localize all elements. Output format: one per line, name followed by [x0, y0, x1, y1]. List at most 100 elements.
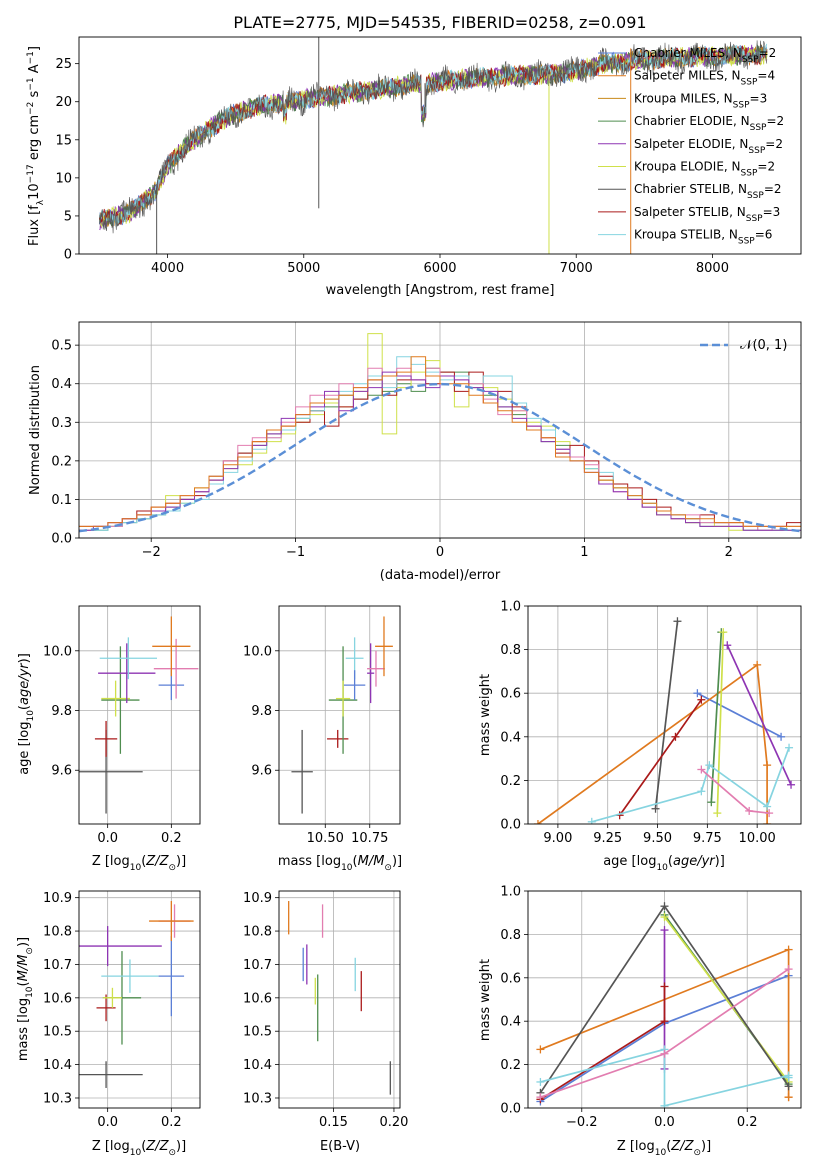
label-fragment: =6 — [755, 228, 773, 242]
label-fragment: SSP — [742, 55, 759, 65]
label-fragment: ⊙ — [25, 947, 35, 955]
label-fragment: )] — [176, 854, 186, 869]
label-fragment: Flux [f — [27, 205, 42, 246]
label-fragment: ( — [141, 1139, 146, 1154]
weight-line — [537, 663, 768, 824]
x-tick-label: 5000 — [287, 261, 320, 276]
legend-label: Salpeter STELIB, NSSP=3 — [634, 205, 780, 224]
x-tick-label: 9.00 — [543, 831, 572, 846]
label-fragment: =2 — [757, 160, 775, 174]
label-fragment: age/yr — [17, 662, 32, 705]
label-fragment: =2 — [766, 114, 784, 128]
x-tick-label: 4000 — [151, 261, 184, 276]
label-fragment: −2 — [26, 102, 36, 115]
label-fragment: )] — [392, 854, 402, 869]
x-axis-label: wavelength [Angstrom, rest frame] — [326, 283, 555, 298]
axes-frame — [78, 36, 802, 255]
plot-area — [79, 901, 194, 1088]
label-fragment: SSP — [748, 146, 765, 156]
label-fragment: ⊙ — [693, 1148, 701, 1158]
label-fragment: A — [27, 64, 42, 77]
y-tick-label: 10.8 — [243, 925, 272, 940]
y-tick-label: 0 — [64, 248, 72, 263]
panel-age-vs-mass: 10.50 10.75 9.6 9.8 10.0 mass [log10(M/M⊙)] — [243, 605, 402, 873]
label-fragment: 10 — [656, 863, 668, 873]
label-fragment: SSP — [741, 78, 758, 88]
label-fragment: )] — [715, 854, 725, 869]
normal-curve — [79, 382, 801, 533]
plot-area — [79, 333, 801, 533]
label-fragment: ( — [666, 1139, 671, 1154]
label-fragment: Chabrier MILES, N — [634, 46, 742, 60]
x-tick-label: 10.00 — [739, 831, 776, 846]
x-tick-label: 0.2 — [161, 1115, 182, 1130]
label-fragment: Salpeter ELODIE, N — [634, 137, 748, 151]
y-tick-label: 10.7 — [243, 958, 272, 973]
y-tick-label: 10.4 — [43, 1058, 72, 1073]
x-tick-label: 1 — [580, 545, 588, 560]
y-tick-label: 0.0 — [500, 1102, 521, 1117]
label-fragment: mass [log — [16, 998, 31, 1061]
axes-frame — [78, 605, 201, 825]
x-tick-label: 0.20 — [379, 1115, 408, 1130]
label-fragment: SSP — [750, 123, 767, 133]
label-fragment: =2 — [759, 46, 777, 60]
label-fragment: 10 — [27, 183, 42, 200]
label-fragment: ( — [17, 705, 32, 710]
y-tick-label: 1.0 — [500, 885, 521, 900]
x-axis-label: Z [log10(Z/Z⊙)] — [617, 1139, 711, 1158]
label-fragment: =4 — [757, 69, 775, 83]
label-fragment: ( — [141, 854, 146, 869]
label-fragment: =2 — [764, 182, 782, 196]
plot-area — [288, 901, 391, 1095]
y-tick-label: 10.7 — [43, 958, 72, 973]
y-tick-label: 10.8 — [43, 925, 72, 940]
y-tick-label: 0.0 — [51, 532, 72, 547]
label-fragment: =2 — [765, 137, 783, 151]
label-fragment: Chabrier STELIB, N — [634, 182, 747, 196]
label-fragment: wavelength [Angstrom, rest frame] — [326, 283, 555, 298]
label-fragment: Z [log — [92, 1139, 130, 1154]
y-tick-label: 10.6 — [43, 991, 72, 1006]
label-fragment: M/M — [16, 955, 31, 982]
legend-label: Chabrier MILES, NSSP=2 — [634, 46, 776, 65]
y-tick-label: 0.2 — [500, 1058, 521, 1073]
x-tick-label: 0.15 — [319, 1115, 348, 1130]
y-tick-label: 0.6 — [500, 971, 521, 986]
x-axis-label: age [log10(age/yr)] — [603, 854, 725, 873]
y-tick-label: 0.4 — [500, 730, 521, 745]
y-tick-label: 10.5 — [43, 1025, 72, 1040]
y-tick-label: 9.8 — [51, 704, 72, 719]
figure-title: PLATE=2775, MJD=54535, FIBERID=0258, z=0… — [233, 13, 646, 32]
y-axis-label: Flux [fλ10−17 erg cm−2 s−1 A−1] — [26, 46, 46, 246]
label-fragment: mass [log — [278, 854, 341, 869]
plot-area — [533, 617, 796, 824]
x-axis-label: mass [log10(M/M⊙)] — [278, 854, 402, 873]
label-fragment: ( — [353, 854, 358, 869]
spectrum-line — [99, 40, 768, 234]
weight-line — [591, 747, 790, 823]
legend-label: Chabrier STELIB, NSSP=2 — [634, 182, 782, 201]
panel-mass-weight-vs-metallicity: −0.2 0.0 0.2 0.0 0.2 0.4 0.6 0.8 1.0 Z [log10(Z/Z… — [478, 885, 802, 1158]
label-fragment: λ — [36, 199, 46, 205]
label-fragment: ⊙ — [168, 1148, 176, 1158]
x-tick-label: 7000 — [560, 261, 593, 276]
weight-line — [716, 632, 725, 814]
panel-age-vs-metallicity: 0.0 0.29.69.810.0Z [log10(Z/Z⊙)]age [log1… — [17, 605, 201, 873]
panel-mass-vs-ebv: 0.15 0.20 10.3 10.4 10.5 10.6 10.7 10.8 10.9 E(B-… — [243, 890, 408, 1154]
label-fragment: age [log — [17, 722, 32, 775]
label-fragment: Z/Z — [145, 854, 169, 869]
label-fragment: −1 — [26, 51, 36, 64]
label-fragment: 10 — [341, 863, 353, 873]
label-fragment: erg cm — [27, 115, 42, 164]
label-fragment: Kroupa ELODIE, N — [634, 160, 741, 174]
y-tick-label: 0.1 — [51, 493, 72, 508]
y-tick-label: 25 — [55, 57, 72, 72]
x-tick-label: 0.2 — [737, 1115, 758, 1130]
panel-mass-weight-vs-age: 9.00 9.25 9.50 9.75 10.00 0.0 0.2 0.4 0.6 0.8 1.0 a… — [478, 600, 802, 873]
y-axis-label: age [log10(age/yr)] — [17, 653, 36, 775]
legend-label: Kroupa STELIB, NSSP=6 — [634, 228, 772, 247]
y-tick-label: 10.4 — [243, 1058, 272, 1073]
y-tick-label: 0.0 — [500, 818, 521, 833]
x-tick-label: 9.25 — [593, 831, 622, 846]
